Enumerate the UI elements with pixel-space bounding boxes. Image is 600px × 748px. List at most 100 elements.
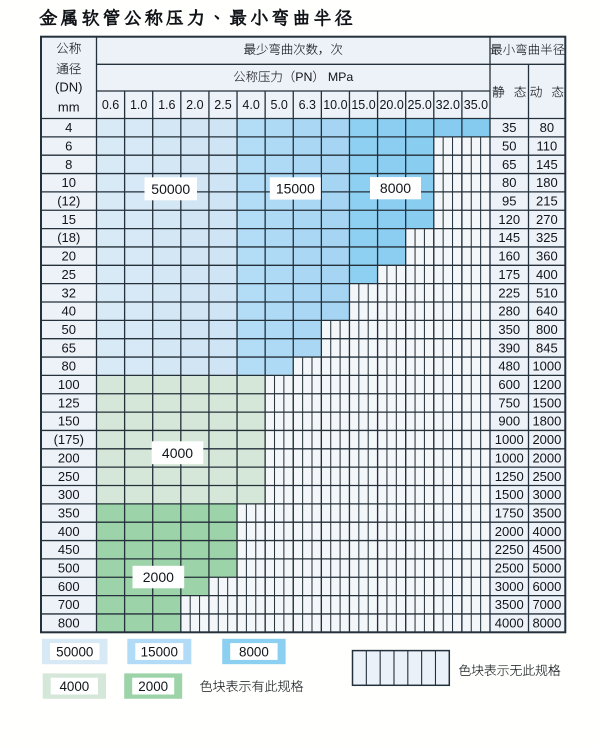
svg-text:0.6: 0.6 xyxy=(102,98,119,112)
svg-text:1800: 1800 xyxy=(532,414,561,429)
svg-text:200: 200 xyxy=(58,450,80,465)
svg-text:2500: 2500 xyxy=(495,561,524,576)
svg-text:2000: 2000 xyxy=(143,569,174,585)
svg-text:25.0: 25.0 xyxy=(408,98,432,112)
svg-text:80: 80 xyxy=(62,359,76,374)
svg-text:325: 325 xyxy=(536,230,558,245)
svg-text:640: 640 xyxy=(536,304,558,319)
svg-text:180: 180 xyxy=(536,175,558,190)
svg-text:8000: 8000 xyxy=(380,180,411,196)
svg-text:8000: 8000 xyxy=(532,616,561,631)
svg-text:110: 110 xyxy=(537,138,558,153)
svg-text:2.5: 2.5 xyxy=(214,98,231,112)
svg-text:3500: 3500 xyxy=(495,597,524,612)
svg-text:160: 160 xyxy=(498,249,520,264)
svg-text:(12): (12) xyxy=(57,194,80,209)
svg-text:1.6: 1.6 xyxy=(158,98,175,112)
svg-text:2500: 2500 xyxy=(532,469,561,484)
svg-text:150: 150 xyxy=(58,414,80,429)
svg-text:390: 390 xyxy=(498,340,520,355)
svg-text:95: 95 xyxy=(502,194,516,209)
svg-text:40: 40 xyxy=(62,304,76,319)
svg-text:500: 500 xyxy=(58,561,80,576)
svg-text:20.0: 20.0 xyxy=(379,98,403,112)
svg-text:4000: 4000 xyxy=(162,445,193,461)
svg-text:145: 145 xyxy=(536,157,558,172)
svg-text:300: 300 xyxy=(58,487,80,502)
svg-text:1250: 1250 xyxy=(495,469,524,484)
svg-text:2000: 2000 xyxy=(495,524,524,539)
svg-text:1.0: 1.0 xyxy=(130,98,147,112)
svg-text:3000: 3000 xyxy=(495,579,524,594)
svg-text:800: 800 xyxy=(536,322,558,337)
svg-text:4: 4 xyxy=(65,120,72,135)
svg-text:750: 750 xyxy=(498,395,520,410)
svg-text:(175): (175) xyxy=(54,432,84,447)
svg-text:1500: 1500 xyxy=(532,395,561,410)
svg-text:6000: 6000 xyxy=(532,579,561,594)
svg-text:(DN): (DN) xyxy=(55,80,82,95)
svg-text:mm: mm xyxy=(58,99,80,114)
svg-text:6.3: 6.3 xyxy=(299,98,316,112)
svg-text:4500: 4500 xyxy=(532,542,561,557)
svg-text:4000: 4000 xyxy=(59,679,89,694)
svg-text:PN: PN xyxy=(295,70,312,84)
svg-text:10.0: 10.0 xyxy=(323,98,347,112)
svg-text:80: 80 xyxy=(540,120,554,135)
svg-text:800: 800 xyxy=(58,616,80,631)
svg-text:2250: 2250 xyxy=(495,542,524,557)
svg-text:250: 250 xyxy=(58,469,80,484)
svg-text:2000: 2000 xyxy=(532,450,561,465)
svg-text:65: 65 xyxy=(502,157,516,172)
svg-text:700: 700 xyxy=(58,597,80,612)
svg-text:4.0: 4.0 xyxy=(242,98,259,112)
svg-text:MPa: MPa xyxy=(328,70,354,84)
svg-text:50000: 50000 xyxy=(56,644,93,659)
svg-text:1750: 1750 xyxy=(495,505,524,520)
svg-text:7000: 7000 xyxy=(532,597,561,612)
svg-text:32.0: 32.0 xyxy=(436,98,460,112)
svg-text:15: 15 xyxy=(62,212,76,227)
svg-text:15000: 15000 xyxy=(276,180,315,196)
svg-text:600: 600 xyxy=(498,377,520,392)
svg-text:2000: 2000 xyxy=(532,432,561,447)
svg-text:15000: 15000 xyxy=(141,644,178,659)
svg-text:360: 360 xyxy=(536,249,558,264)
svg-text:15.0: 15.0 xyxy=(351,98,375,112)
svg-text:480: 480 xyxy=(498,359,520,374)
svg-text:3500: 3500 xyxy=(532,505,561,520)
svg-text:600: 600 xyxy=(58,579,80,594)
svg-text:1500: 1500 xyxy=(495,487,524,502)
svg-text:450: 450 xyxy=(58,542,80,557)
svg-text:350: 350 xyxy=(498,322,520,337)
svg-text:50: 50 xyxy=(62,322,76,337)
svg-text:5000: 5000 xyxy=(532,561,561,576)
svg-text:100: 100 xyxy=(58,377,80,392)
svg-text:80: 80 xyxy=(502,175,516,190)
svg-text:900: 900 xyxy=(498,414,520,429)
svg-text:8000: 8000 xyxy=(239,644,269,659)
svg-text:175: 175 xyxy=(498,267,520,282)
svg-text:145: 145 xyxy=(498,230,520,245)
svg-text:350: 350 xyxy=(58,505,80,520)
svg-text:1000: 1000 xyxy=(495,450,524,465)
svg-text:35: 35 xyxy=(502,120,516,135)
svg-text:1200: 1200 xyxy=(532,377,561,392)
svg-text:845: 845 xyxy=(536,340,558,355)
svg-text:215: 215 xyxy=(536,194,558,209)
svg-text:5.0: 5.0 xyxy=(271,98,288,112)
svg-text:510: 510 xyxy=(536,285,558,300)
svg-text:25: 25 xyxy=(62,267,76,282)
svg-text:65: 65 xyxy=(62,340,76,355)
svg-text:400: 400 xyxy=(536,267,558,282)
svg-text:(18): (18) xyxy=(57,230,80,245)
svg-text:10: 10 xyxy=(62,175,76,190)
svg-text:4000: 4000 xyxy=(532,524,561,539)
svg-text:1000: 1000 xyxy=(532,359,561,374)
svg-text:50: 50 xyxy=(502,138,516,153)
svg-text:400: 400 xyxy=(58,524,80,539)
svg-text:6: 6 xyxy=(65,138,72,153)
svg-text:1000: 1000 xyxy=(495,432,524,447)
svg-text:8: 8 xyxy=(65,157,72,172)
svg-text:280: 280 xyxy=(498,304,520,319)
